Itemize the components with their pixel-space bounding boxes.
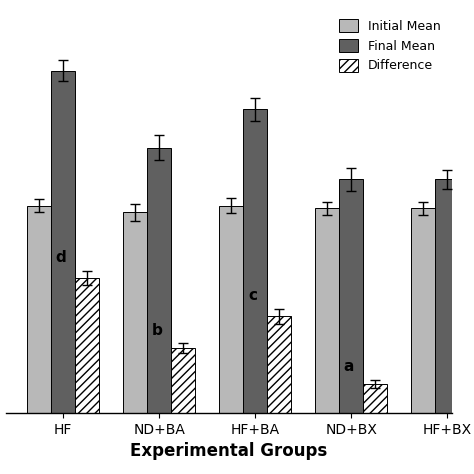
Bar (243, 109, 267, 413)
Bar (51, 71, 75, 413)
Bar (339, 180, 364, 413)
Bar (411, 209, 436, 413)
Bar (315, 209, 339, 413)
Bar (219, 206, 243, 413)
Text: a: a (344, 359, 354, 374)
Bar (27, 206, 51, 413)
Text: d: d (55, 250, 66, 265)
Bar (364, 384, 387, 413)
Bar (75, 278, 99, 413)
Bar (147, 147, 171, 413)
Legend: Initial Mean, Final Mean, Difference: Initial Mean, Final Mean, Difference (335, 14, 446, 77)
Bar (267, 316, 292, 413)
Bar (171, 348, 195, 413)
Text: c: c (248, 288, 257, 303)
X-axis label: Experimental Groups: Experimental Groups (130, 442, 328, 460)
Text: b: b (152, 323, 163, 337)
Bar (436, 180, 459, 413)
Bar (459, 321, 474, 413)
Bar (123, 212, 147, 413)
